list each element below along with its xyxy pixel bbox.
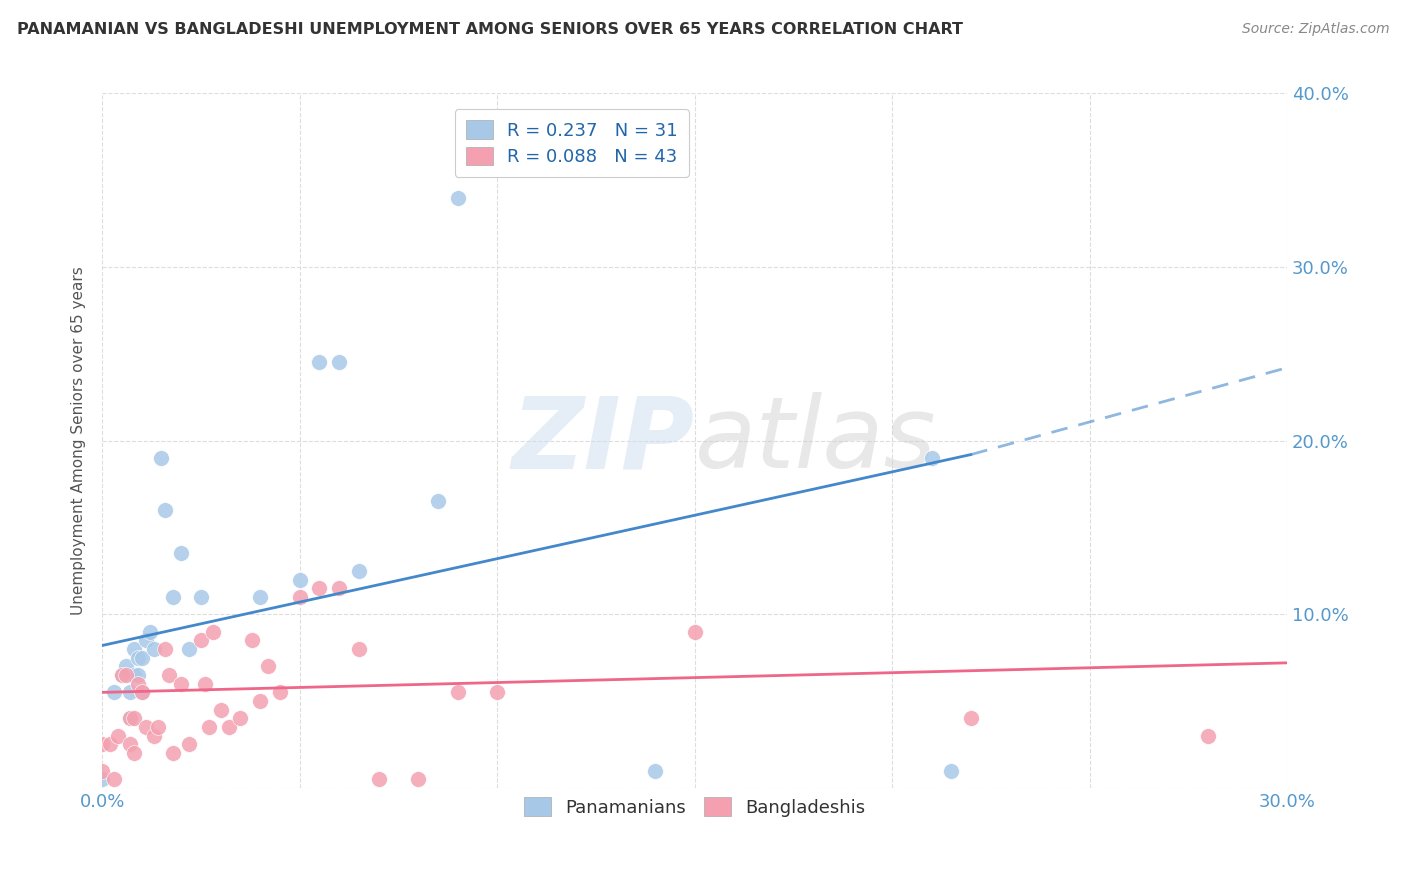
Y-axis label: Unemployment Among Seniors over 65 years: Unemployment Among Seniors over 65 years <box>72 266 86 615</box>
Point <box>209 703 232 717</box>
Point <box>142 729 165 743</box>
Point <box>960 711 983 725</box>
Point <box>201 624 224 639</box>
Point <box>486 685 509 699</box>
Point <box>122 711 145 725</box>
Point <box>135 720 157 734</box>
Point <box>91 764 114 778</box>
Point <box>269 685 291 699</box>
Point <box>107 729 129 743</box>
Point <box>118 685 141 699</box>
Point <box>142 642 165 657</box>
Point <box>170 676 193 690</box>
Point <box>115 659 138 673</box>
Point <box>91 772 114 787</box>
Point <box>347 564 370 578</box>
Point <box>91 738 114 752</box>
Point <box>118 711 141 725</box>
Point <box>131 650 153 665</box>
Point <box>157 668 180 682</box>
Point <box>198 720 221 734</box>
Text: ZIP: ZIP <box>512 392 695 489</box>
Point <box>229 711 252 725</box>
Point <box>194 676 217 690</box>
Point <box>921 450 943 465</box>
Point <box>155 642 177 657</box>
Point <box>131 685 153 699</box>
Point <box>98 738 121 752</box>
Point <box>328 581 350 595</box>
Point <box>447 190 470 204</box>
Point <box>941 764 963 778</box>
Point <box>644 764 666 778</box>
Text: Source: ZipAtlas.com: Source: ZipAtlas.com <box>1241 22 1389 37</box>
Point <box>162 746 184 760</box>
Point <box>122 642 145 657</box>
Legend: Panamanians, Bangladeshis: Panamanians, Bangladeshis <box>516 790 873 824</box>
Point <box>367 772 389 787</box>
Point <box>249 590 271 604</box>
Point <box>347 642 370 657</box>
Point <box>240 633 263 648</box>
Point <box>118 738 141 752</box>
Point <box>155 503 177 517</box>
Point <box>683 624 706 639</box>
Point <box>135 633 157 648</box>
Point <box>138 624 160 639</box>
Point <box>111 668 134 682</box>
Point <box>177 738 200 752</box>
Point <box>122 668 145 682</box>
Point <box>111 668 134 682</box>
Point <box>150 450 173 465</box>
Point <box>190 633 212 648</box>
Point <box>162 590 184 604</box>
Point <box>218 720 240 734</box>
Text: atlas: atlas <box>695 392 936 489</box>
Point <box>127 676 149 690</box>
Point <box>1197 729 1219 743</box>
Point <box>131 685 153 699</box>
Point <box>257 659 280 673</box>
Point <box>288 573 311 587</box>
Point <box>103 685 125 699</box>
Point <box>146 720 169 734</box>
Point <box>426 494 449 508</box>
Point <box>406 772 429 787</box>
Point <box>118 711 141 725</box>
Point <box>127 650 149 665</box>
Point <box>122 746 145 760</box>
Point <box>103 772 125 787</box>
Point <box>249 694 271 708</box>
Point <box>328 355 350 369</box>
Point <box>308 355 330 369</box>
Point <box>190 590 212 604</box>
Point <box>127 668 149 682</box>
Text: PANAMANIAN VS BANGLADESHI UNEMPLOYMENT AMONG SENIORS OVER 65 YEARS CORRELATION C: PANAMANIAN VS BANGLADESHI UNEMPLOYMENT A… <box>17 22 963 37</box>
Point <box>177 642 200 657</box>
Point <box>288 590 311 604</box>
Point <box>115 668 138 682</box>
Point <box>170 546 193 560</box>
Point <box>447 685 470 699</box>
Point <box>308 581 330 595</box>
